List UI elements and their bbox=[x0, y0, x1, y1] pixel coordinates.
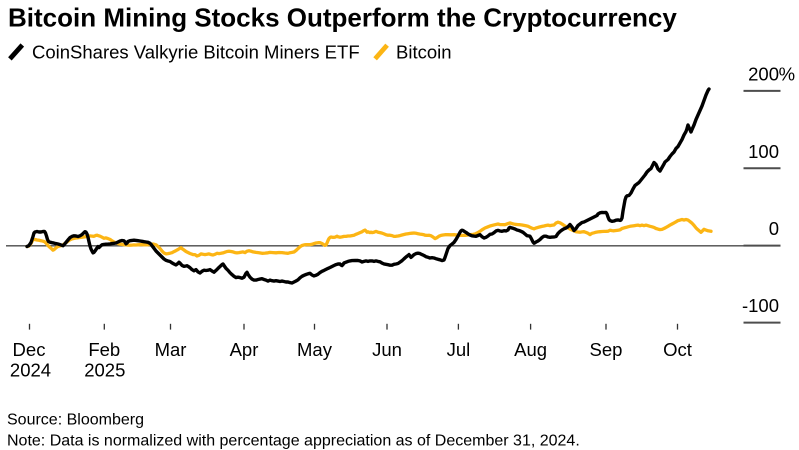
svg-text:2025: 2025 bbox=[84, 359, 125, 380]
svg-text:Bitcoin: Bitcoin bbox=[396, 42, 452, 63]
svg-text:Dec: Dec bbox=[13, 339, 46, 360]
svg-text:Apr: Apr bbox=[230, 339, 259, 360]
svg-text:Feb: Feb bbox=[88, 339, 120, 360]
svg-text:Aug: Aug bbox=[514, 339, 547, 360]
svg-text:200: 200 bbox=[748, 64, 779, 85]
svg-text:Jun: Jun bbox=[372, 339, 402, 360]
svg-text:%: % bbox=[779, 64, 795, 85]
svg-text:CoinShares Valkyrie Bitcoin Mi: CoinShares Valkyrie Bitcoin Miners ETF bbox=[32, 42, 360, 63]
svg-text:Mar: Mar bbox=[155, 339, 187, 360]
svg-text:-100: -100 bbox=[742, 295, 779, 316]
svg-text:Sep: Sep bbox=[590, 339, 623, 360]
svg-text:Note: Data is normalized with: Note: Data is normalized with percentage… bbox=[7, 433, 580, 450]
svg-text:100: 100 bbox=[748, 141, 779, 162]
svg-text:Oct: Oct bbox=[663, 339, 692, 360]
svg-text:Jul: Jul bbox=[447, 339, 471, 360]
svg-text:Source: Bloomberg: Source: Bloomberg bbox=[7, 412, 144, 429]
svg-text:May: May bbox=[297, 339, 333, 360]
svg-text:2024: 2024 bbox=[10, 359, 51, 380]
svg-text:0: 0 bbox=[769, 218, 779, 239]
svg-text:Bitcoin Mining Stocks Outperfo: Bitcoin Mining Stocks Outperform the Cry… bbox=[8, 3, 677, 33]
